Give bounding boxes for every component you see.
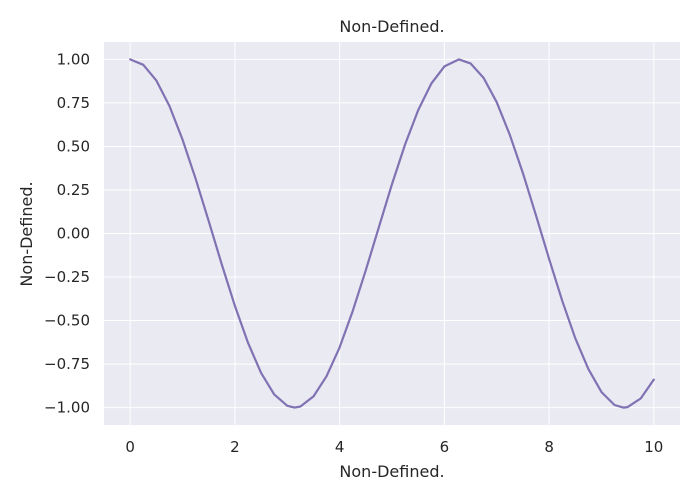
series-line-0 [129, 58, 655, 409]
y-tick-label: 0.25 [57, 181, 90, 199]
x-axis-ticks: 0 2 4 6 8 10 [125, 438, 663, 456]
x-axis-label: Non-Defined. [339, 462, 444, 481]
x-tick-label: 2 [230, 438, 240, 456]
y-axis-label: Non-Defined. [17, 181, 36, 286]
y-tick-label: −0.75 [44, 355, 90, 373]
y-tick-label: 1.00 [57, 50, 90, 68]
y-tick-label: −0.25 [44, 268, 90, 286]
y-axis-ticks: −1.00 −0.75 −0.50 −0.25 0.00 0.25 0.50 0.75 1.00 [44, 50, 90, 416]
grid-lines [104, 42, 680, 425]
x-tick-label: 6 [440, 438, 450, 456]
y-tick-label: 0.75 [57, 94, 90, 112]
y-tick-label: −1.00 [44, 399, 90, 417]
y-tick-label: 0.00 [57, 225, 90, 243]
x-tick-label: 10 [644, 438, 663, 456]
chart-title: Non-Defined. [339, 17, 444, 36]
x-tick-label: 0 [125, 438, 135, 456]
y-tick-label: −0.50 [44, 312, 90, 330]
y-tick-label: 0.50 [57, 137, 90, 155]
x-tick-label: 4 [335, 438, 345, 456]
x-tick-label: 8 [544, 438, 554, 456]
series-layer [129, 58, 655, 409]
